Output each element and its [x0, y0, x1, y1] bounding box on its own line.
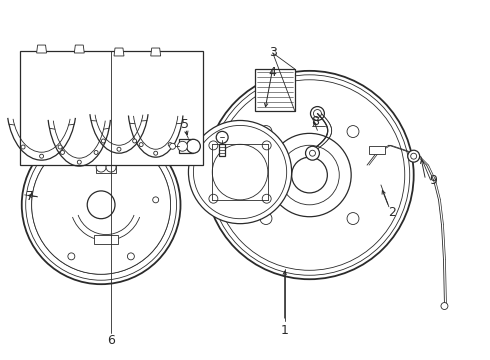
Circle shape	[209, 141, 218, 150]
Circle shape	[68, 150, 75, 157]
Bar	[20, 51, 203, 165]
Circle shape	[153, 197, 159, 203]
Text: 7: 7	[25, 190, 34, 203]
Circle shape	[170, 143, 175, 149]
Circle shape	[347, 126, 359, 138]
Circle shape	[187, 139, 200, 153]
Circle shape	[177, 141, 188, 151]
Circle shape	[262, 194, 271, 203]
Circle shape	[216, 131, 228, 143]
Circle shape	[209, 194, 218, 203]
Circle shape	[127, 150, 134, 157]
Polygon shape	[96, 161, 116, 173]
Circle shape	[209, 75, 410, 275]
Text: 6: 6	[107, 334, 115, 347]
Text: 3: 3	[269, 46, 277, 59]
Circle shape	[306, 146, 319, 160]
Polygon shape	[369, 146, 385, 154]
Circle shape	[33, 136, 170, 273]
Polygon shape	[178, 139, 194, 153]
Circle shape	[77, 160, 81, 164]
Circle shape	[311, 107, 324, 121]
Text: 5: 5	[181, 118, 190, 131]
Circle shape	[292, 157, 327, 193]
Circle shape	[268, 133, 351, 217]
Circle shape	[212, 144, 268, 200]
Circle shape	[94, 150, 98, 154]
Text: 1: 1	[281, 324, 289, 337]
Circle shape	[154, 151, 158, 155]
Circle shape	[101, 139, 105, 143]
Circle shape	[205, 71, 414, 279]
Text: 8: 8	[312, 115, 319, 128]
Circle shape	[96, 162, 106, 172]
Circle shape	[222, 154, 258, 190]
Circle shape	[133, 139, 137, 143]
Polygon shape	[151, 48, 161, 56]
Circle shape	[411, 153, 416, 159]
Circle shape	[127, 253, 134, 260]
Circle shape	[260, 213, 272, 225]
Circle shape	[139, 143, 143, 147]
Circle shape	[25, 129, 176, 280]
Circle shape	[310, 150, 316, 156]
Polygon shape	[37, 45, 47, 53]
Circle shape	[32, 135, 171, 274]
Circle shape	[87, 191, 115, 219]
Circle shape	[194, 125, 287, 219]
Circle shape	[117, 147, 121, 151]
Circle shape	[262, 141, 271, 150]
Circle shape	[106, 162, 116, 172]
Circle shape	[347, 213, 359, 225]
Circle shape	[408, 150, 419, 162]
Circle shape	[22, 125, 180, 284]
Circle shape	[260, 126, 272, 138]
Polygon shape	[114, 48, 124, 56]
Text: 2: 2	[388, 206, 396, 219]
Circle shape	[214, 80, 405, 270]
Circle shape	[280, 145, 339, 205]
Circle shape	[441, 302, 448, 310]
Polygon shape	[94, 235, 118, 244]
Circle shape	[32, 135, 171, 274]
Text: 9: 9	[430, 174, 438, 186]
Circle shape	[314, 109, 321, 117]
Text: 4: 4	[269, 66, 277, 79]
Circle shape	[58, 145, 62, 149]
Circle shape	[40, 154, 44, 158]
Circle shape	[68, 253, 75, 260]
Circle shape	[168, 143, 172, 147]
Circle shape	[189, 121, 292, 224]
Polygon shape	[219, 144, 225, 156]
Circle shape	[21, 145, 25, 149]
Bar	[255, 69, 294, 111]
Polygon shape	[74, 45, 84, 53]
Circle shape	[60, 150, 65, 154]
